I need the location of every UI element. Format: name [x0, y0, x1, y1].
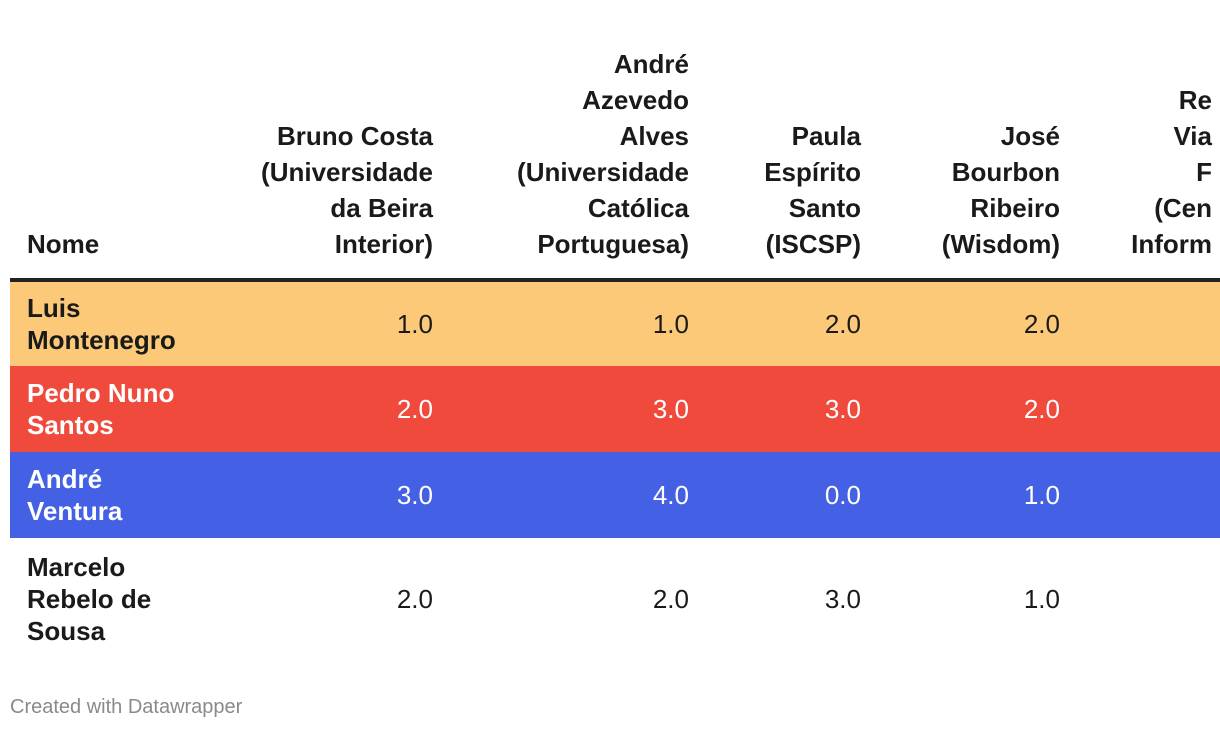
table-row: Marcelo Rebelo de Sousa 2.0 2.0 3.0 1.0 [10, 538, 1220, 660]
cell-value: 1.0 [1023, 584, 1060, 614]
cell-value: 3.0 [824, 584, 861, 614]
cell-value: 1.0 [1023, 480, 1060, 510]
column-header: Bruno Costa (Universidade da Beira Inter… [261, 121, 433, 259]
cell-value: 2.0 [396, 584, 433, 614]
table-row: Luis Montenegro 1.0 1.0 2.0 2.0 [10, 282, 1220, 366]
row-name: Marcelo Rebelo de Sousa [27, 552, 152, 646]
table-row: André Ventura 3.0 4.0 0.0 1.0 [10, 452, 1220, 538]
footer: Created with Datawrapper [10, 696, 243, 718]
cell-value: 4.0 [652, 480, 689, 510]
row-name: Luis Montenegro [27, 293, 176, 355]
cell-value: 0.0 [824, 480, 861, 510]
cell-value: 2.0 [1023, 394, 1060, 424]
cell-value: 1.0 [652, 309, 689, 339]
cell-value: 3.0 [652, 394, 689, 424]
column-header: Re Via F (Cen Inform [1131, 85, 1212, 259]
header-rule [10, 278, 1220, 282]
cell-value: 3.0 [396, 480, 433, 510]
column-header: José Bourbon Ribeiro (Wisdom) [941, 121, 1060, 259]
cell-value: 2.0 [652, 584, 689, 614]
column-header: André Azevedo Alves (Universidade Católi… [517, 49, 689, 259]
column-header: Nome [27, 229, 100, 259]
cell-value: 3.0 [824, 394, 861, 424]
column-header: Paula Espírito Santo (ISCSP) [764, 121, 861, 259]
cell-value: 1.0 [396, 309, 433, 339]
table-row: Pedro Nuno Santos 2.0 3.0 3.0 2.0 [10, 366, 1220, 452]
cell-value: 2.0 [396, 394, 433, 424]
row-name: Pedro Nuno Santos [27, 378, 175, 440]
cell-value: 2.0 [1023, 309, 1060, 339]
cell-value: 2.0 [824, 309, 861, 339]
row-name: André Ventura [27, 464, 123, 526]
